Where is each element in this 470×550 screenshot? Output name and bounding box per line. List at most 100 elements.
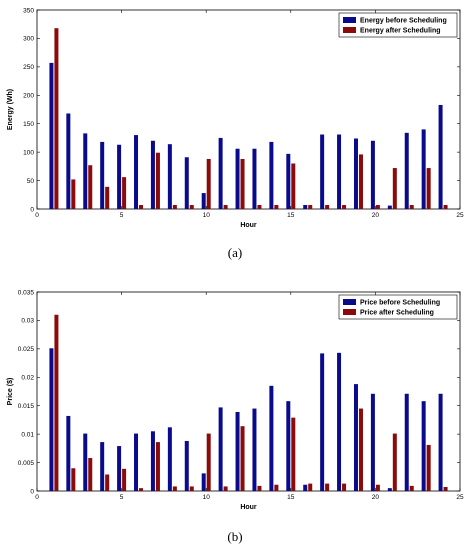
bar-before-hour-14 <box>269 385 274 491</box>
y-tick-label: 0.02 <box>21 375 34 382</box>
bar-before-hour-12 <box>235 411 240 491</box>
bar-after-hour-23 <box>426 168 431 209</box>
bar-after-hour-10 <box>206 433 211 491</box>
x-tick-label: 0 <box>35 494 39 501</box>
y-tick-label: 0.01 <box>21 431 34 438</box>
bar-before-hour-11 <box>218 137 223 209</box>
bar-after-hour-5 <box>122 468 127 491</box>
y-tick-label: 150 <box>23 121 34 128</box>
bar-after-hour-8 <box>172 486 177 491</box>
energy-chart: 0 5 10 15 20 25050100150200250300350HourEnerg… <box>7 7 464 229</box>
bar-before-hour-5 <box>117 144 122 209</box>
y-tick-label: 50 <box>27 178 35 185</box>
bar-before-hour-19 <box>353 138 358 209</box>
x-tick-label: 20 <box>372 212 380 219</box>
bar-after-hour-14 <box>274 484 279 491</box>
x-tick-label: 25 <box>456 212 464 219</box>
legend-label-after: Energy after Scheduling <box>360 28 441 35</box>
bar-before-hour-6 <box>134 433 139 491</box>
bar-before-hour-4 <box>100 141 105 209</box>
bar-before-hour-15 <box>286 401 291 491</box>
bar-after-hour-11 <box>223 486 228 491</box>
bar-after-hour-2 <box>71 468 76 491</box>
x-tick-label: 10 <box>203 494 211 501</box>
bar-after-hour-19 <box>358 154 363 209</box>
y-tick-label: 0.025 <box>18 346 35 353</box>
bar-after-hour-1 <box>54 314 59 491</box>
bar-before-hour-16 <box>303 205 308 209</box>
bar-before-hour-5 <box>117 446 122 491</box>
bar-after-hour-7 <box>155 442 160 491</box>
bar-before-hour-6 <box>134 135 139 209</box>
bar-before-hour-1 <box>49 62 54 210</box>
caption-a: (a) <box>227 245 243 260</box>
bar-after-hour-2 <box>71 179 76 209</box>
bar-after-hour-7 <box>155 152 160 209</box>
bar-after-hour-6 <box>139 205 144 209</box>
bar-before-hour-23 <box>421 129 426 209</box>
bar-after-hour-20 <box>375 205 380 209</box>
bar-after-hour-4 <box>105 474 110 491</box>
x-axis-title: Hour <box>240 504 257 511</box>
bar-before-hour-2 <box>66 113 71 209</box>
x-tick-label: 15 <box>287 212 295 219</box>
bar-before-hour-21 <box>387 488 392 491</box>
legend-label-before: Price before Scheduling <box>360 300 440 307</box>
bar-before-hour-12 <box>235 148 240 209</box>
legend-swatch-after <box>343 27 356 33</box>
bar-before-hour-10 <box>201 193 206 209</box>
bar-after-hour-12 <box>240 426 245 491</box>
bar-before-hour-16 <box>303 484 308 491</box>
bar-before-hour-1 <box>49 348 54 491</box>
bar-after-hour-6 <box>139 488 144 491</box>
bar-after-hour-3 <box>88 165 93 209</box>
bar-before-hour-24 <box>438 393 443 491</box>
bar-after-hour-3 <box>88 458 93 491</box>
y-tick-label: 0.035 <box>18 289 35 296</box>
bar-after-hour-17 <box>325 483 330 491</box>
y-axis-title: Energy (Wh) <box>7 89 14 130</box>
bar-before-hour-11 <box>218 407 223 491</box>
bar-before-hour-20 <box>370 393 375 491</box>
bar-before-hour-20 <box>370 140 375 209</box>
x-tick-label: 20 <box>372 494 380 501</box>
bar-after-hour-4 <box>105 186 110 209</box>
bar-after-hour-16 <box>308 205 313 209</box>
bar-after-hour-14 <box>274 205 279 209</box>
legend: Energy before Scheduling Energy after Sch… <box>338 12 458 38</box>
bar-before-hour-17 <box>320 134 325 209</box>
y-axis-title: Price ($) <box>7 378 14 406</box>
bar-before-hour-13 <box>252 408 257 491</box>
bar-before-hour-18 <box>337 134 342 209</box>
bar-after-hour-12 <box>240 158 245 209</box>
bar-after-hour-24 <box>443 205 448 209</box>
bar-after-hour-22 <box>409 205 414 209</box>
bar-before-hour-17 <box>320 353 325 491</box>
bar-after-hour-24 <box>443 487 448 491</box>
legend-label-before: Energy before Scheduling <box>360 18 447 25</box>
bar-after-hour-1 <box>54 28 59 209</box>
x-tick-label: 0 <box>35 212 39 219</box>
bar-before-hour-13 <box>252 148 257 209</box>
plot-area <box>36 291 461 492</box>
bar-after-hour-9 <box>189 205 194 209</box>
bar-after-hour-17 <box>325 205 330 209</box>
bar-after-hour-20 <box>375 484 380 491</box>
bar-after-hour-8 <box>172 205 177 209</box>
bar-before-hour-22 <box>404 393 409 491</box>
bar-after-hour-18 <box>342 205 347 209</box>
legend-swatch-before <box>343 17 356 23</box>
bar-after-hour-10 <box>206 158 211 209</box>
bar-before-hour-9 <box>184 157 189 209</box>
bar-after-hour-13 <box>257 485 262 491</box>
bar-before-hour-18 <box>337 352 342 491</box>
y-tick-label: 0 <box>30 206 34 213</box>
bar-before-hour-7 <box>150 140 155 209</box>
y-tick-label: 0.005 <box>18 460 35 467</box>
bar-after-hour-16 <box>308 483 313 491</box>
legend-swatch-before <box>343 299 356 305</box>
bar-before-hour-10 <box>201 473 206 491</box>
plot-area <box>36 9 461 210</box>
legend-label-after: Price after Scheduling <box>360 310 434 317</box>
x-axis-title: Hour <box>240 222 257 229</box>
